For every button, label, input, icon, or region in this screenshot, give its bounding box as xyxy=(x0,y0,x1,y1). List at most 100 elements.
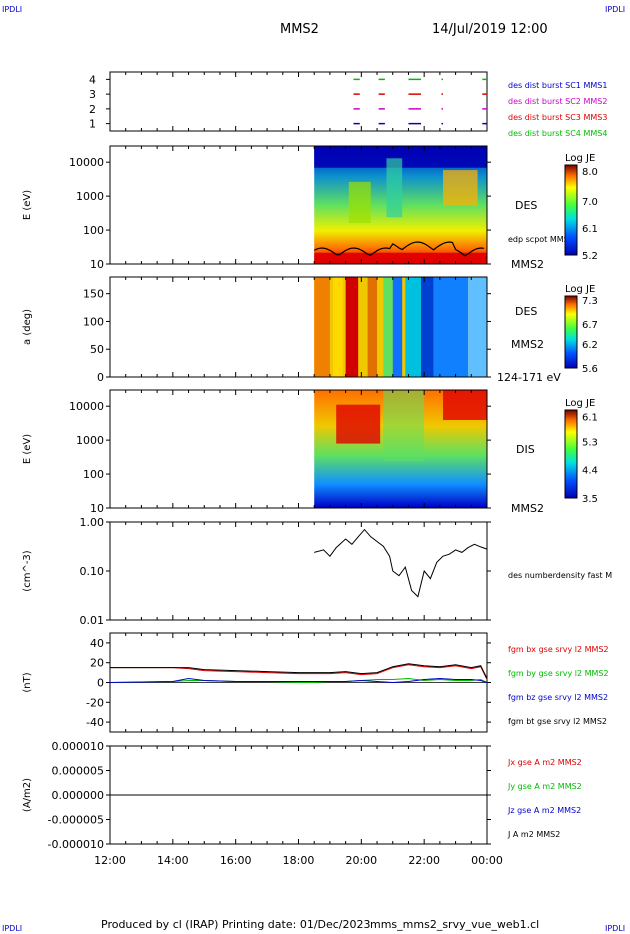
pitch-ytick-label: 100 xyxy=(83,315,104,328)
burst-ytick-label: 1 xyxy=(89,118,96,131)
des-colorbar-title: Log JE xyxy=(565,153,595,164)
burst-legend-entry: des dist burst SC4 MMS4 xyxy=(508,129,607,138)
footer-printing-date: Printing date: 01/Dec/2023 xyxy=(222,918,371,931)
current-density-panel: 0.000010 0.000005 0.000000 -0.000005 -0.0000… xyxy=(22,740,582,851)
pitch-ytick-label: 0 xyxy=(97,371,104,384)
des-spectrogram-band xyxy=(443,170,478,206)
date-time-title: 14/Jul/2019 12:00 xyxy=(432,22,548,37)
fgm-series-line xyxy=(110,664,488,680)
des-colorbar-tick: 5.2 xyxy=(582,251,598,262)
current-legend-entry: Jy gse A m2 MMS2 xyxy=(507,782,582,791)
dis-colorbar-bar xyxy=(564,409,578,499)
time-tick-label: 00:00 xyxy=(471,854,503,867)
fgm-legend-entry: fgm bt gse srvy l2 MMS2 xyxy=(508,717,607,726)
des-right-label: DES xyxy=(515,199,537,212)
fgm-series-line xyxy=(109,677,488,684)
des-colorbar-bar xyxy=(564,164,578,256)
footer-produced-by: Produced by cl (IRAP) xyxy=(101,918,219,931)
pitch-colorbar-bar xyxy=(564,295,578,369)
current-ytick-label: 0.000005 xyxy=(52,765,105,778)
current-legend-entry: Jx gse A m2 MMS2 xyxy=(507,758,582,767)
corner-label-bottom-right: IPDLI xyxy=(605,924,626,933)
pitch-stripe xyxy=(468,277,487,377)
pitch-ytick-label: 50 xyxy=(90,343,104,356)
corner-label-top-left: IPDLI xyxy=(2,5,23,14)
burst-legend-entry: des dist burst SC3 MMS3 xyxy=(508,113,607,122)
pitch-stripe xyxy=(345,277,359,377)
current-ylabel: (A/m2) xyxy=(22,778,33,812)
fgm-legend-entry: fgm bz gse srvy l2 MMS2 xyxy=(508,693,608,702)
density-ytick-label: 0.10 xyxy=(80,565,105,578)
time-axis: 12:00 14:00 16:00 18:00 20:00 22:00 00:00 xyxy=(94,854,503,867)
current-ytick-label: 0.000000 xyxy=(52,789,105,802)
time-tick-label: 14:00 xyxy=(157,854,189,867)
pitch-stripe xyxy=(433,277,469,377)
dis-ytick-label: 100 xyxy=(83,468,104,481)
fgm-ylabel: (nT) xyxy=(22,672,33,692)
scpot-overlay-line xyxy=(313,241,484,257)
current-ytick-label: -0.000005 xyxy=(48,814,104,827)
current-legend-entry: Jz gse A m2 MMS2 xyxy=(507,806,581,815)
pitch-ylabel: a (deg) xyxy=(22,309,33,345)
dis-colorbar-title: Log JE xyxy=(565,398,595,409)
density-legend-entry: des numberdensity fast M xyxy=(508,571,612,580)
fgm-ytick-label: 0 xyxy=(97,677,104,690)
pitch-stripe xyxy=(333,277,343,377)
burst-legend-entry: des dist burst SC1 MMS1 xyxy=(508,81,607,90)
burst-legend-entry: des dist burst SC2 MMS2 xyxy=(508,97,607,106)
spacecraft-title: MMS2 xyxy=(280,22,319,37)
des-colorbar-tick: 7.0 xyxy=(582,197,598,208)
dis-ytick-label: 1000 xyxy=(76,434,104,447)
des-energy-panel: 10000 1000 100 10 E (eV) DES edp scpot MMS2 MMS… xyxy=(22,145,598,271)
scpot-label: edp scpot MMS2 xyxy=(508,235,574,244)
des-spectrogram-band xyxy=(314,252,487,265)
dis-colorbar-tick: 6.1 xyxy=(582,412,598,423)
density-frame xyxy=(109,521,488,621)
dis-spectrogram-band xyxy=(383,390,425,462)
corner-label-top-right: IPDLI xyxy=(605,5,626,14)
current-legend-entry: J A m2 MMS2 xyxy=(507,830,560,839)
dis-energy-panel: 10000 1000 100 10 E (eV) DIS MMS2 Log JE 6.1 5.3 4… xyxy=(22,389,598,515)
pitch-stripe xyxy=(405,277,422,377)
dis-ytick-label: 10 xyxy=(90,502,104,515)
des-ytick-label: 10000 xyxy=(69,156,104,169)
time-tick-label: 18:00 xyxy=(283,854,315,867)
time-tick-label: 12:00 xyxy=(94,854,126,867)
des-pitch-panel: 150 100 50 0 a (deg) DES MMS2 124-171 eV Log JE7… xyxy=(22,276,598,384)
fgm-ytick-label: -20 xyxy=(86,696,104,709)
pitch-right-label-2: MMS2 xyxy=(511,338,544,351)
des-ytick-label: 1000 xyxy=(76,190,104,203)
fgm-ytick-label: -40 xyxy=(86,716,104,729)
pitch-colorbar-tick: 5.6 xyxy=(582,364,598,375)
pitch-stripe xyxy=(383,277,393,377)
pitch-ytick-label: 150 xyxy=(83,288,104,301)
des-spectrogram-band xyxy=(314,146,487,168)
pitch-colorbar-title: Log JE xyxy=(565,284,595,295)
dis-spectrogram-band xyxy=(336,404,381,444)
des-ytick-label: 10 xyxy=(90,258,104,271)
pitch-energy-band: 124-171 eV xyxy=(497,371,561,384)
time-tick-label: 22:00 xyxy=(408,854,440,867)
time-tick-label: 16:00 xyxy=(220,854,252,867)
current-ytick-label: 0.000010 xyxy=(52,740,105,753)
pitch-stripe xyxy=(392,277,403,377)
fgm-ytick-label: 40 xyxy=(90,637,104,650)
dis-colorbar-tick: 4.4 xyxy=(582,466,598,477)
des-bottom-label: MMS2 xyxy=(511,258,544,271)
density-ytick-label: 0.01 xyxy=(80,614,105,627)
burst-ytick-label: 2 xyxy=(89,103,96,116)
dis-colorbar-tick: 5.3 xyxy=(582,437,598,448)
des-ytick-label: 100 xyxy=(83,224,104,237)
pitch-stripe xyxy=(367,277,378,377)
magnetic-field-panel: 40 20 0 -20 -40 (nT) fgm bx gse srvy l2 MMS2 fg… xyxy=(22,632,609,733)
des-colorbar-tick: 6.1 xyxy=(582,224,598,235)
dis-ylabel: E (eV) xyxy=(22,434,33,464)
dis-colorbar-tick: 3.5 xyxy=(582,494,598,505)
des-ylabel: E (eV) xyxy=(22,190,33,220)
time-tick-label: 20:00 xyxy=(345,854,377,867)
pitch-stripe xyxy=(421,277,434,377)
density-series-line xyxy=(314,528,488,598)
pitch-colorbar-tick: 6.2 xyxy=(582,340,598,351)
burst-frame xyxy=(109,71,488,132)
